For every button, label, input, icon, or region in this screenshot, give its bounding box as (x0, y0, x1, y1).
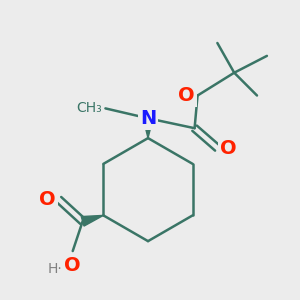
Text: O: O (64, 256, 81, 275)
Polygon shape (143, 118, 153, 138)
Text: O: O (220, 139, 237, 158)
Text: CH₃: CH₃ (77, 101, 102, 116)
Text: N: N (140, 109, 156, 128)
Polygon shape (81, 215, 104, 226)
Text: H·: H· (47, 262, 62, 276)
Text: O: O (39, 190, 56, 209)
Text: O: O (178, 86, 195, 105)
